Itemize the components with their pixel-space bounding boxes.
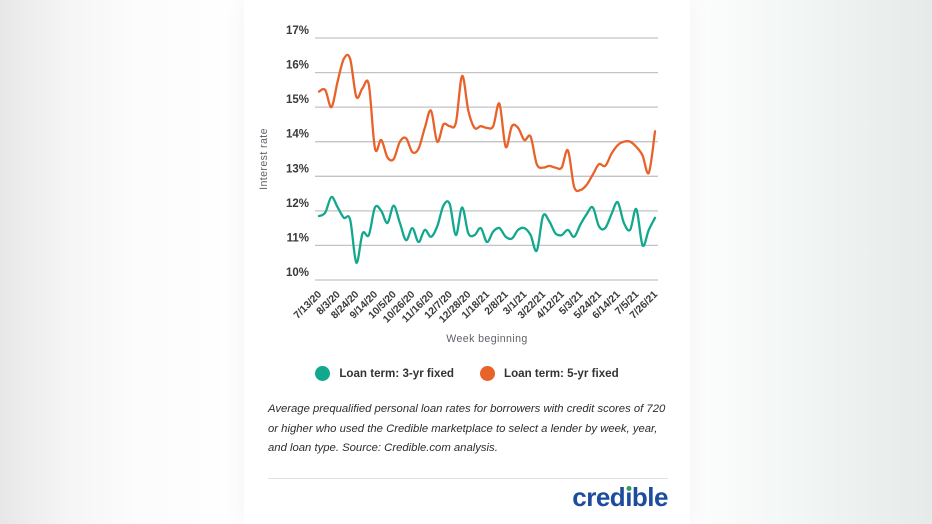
svg-text:16%: 16% [286,60,309,72]
svg-text:12%: 12% [286,198,309,210]
legend-dot-5yr-icon [480,365,495,381]
chart-footnote: Average prequalified personal loan rates… [268,403,666,455]
logo-text-before-i: cred [572,482,626,512]
footer-divider [268,478,668,479]
svg-text:10%: 10% [286,267,309,279]
logo-letter-i-green-dot: ı [625,482,632,512]
svg-text:13%: 13% [286,163,309,175]
svg-text:11%: 11% [287,232,309,244]
loan-rates-line-chart: 17%16%15%14%13%12%11%10%7/13/208/3/208/2… [258,25,660,345]
legend-item-5yr-fixed: Loan term: 5-yr fixed [480,365,619,381]
chart-card: 17% 16% 15% 14% 13% 12% 11% 10% 7/13/20 8/3/20 8/2… [244,0,690,524]
chart-legend: Loan term: 3-yr fixed Loan term: 5-yr fi… [244,362,690,384]
legend-label-3yr: Loan term: 3-yr fixed [339,366,454,380]
legend-item-3yr-fixed: Loan term: 3-yr fixed [315,365,454,381]
svg-text:Week beginning: Week beginning [446,333,527,345]
svg-text:15%: 15% [286,94,309,106]
credible-logo: credıble [572,484,668,510]
legend-dot-3yr-icon [315,365,331,381]
logo-text-after-i: ble [631,482,669,512]
svg-text:Interest rate: Interest rate [258,128,270,190]
svg-text:14%: 14% [286,129,309,141]
svg-text:17%: 17% [286,25,309,37]
legend-label-5yr: Loan term: 5-yr fixed [504,366,619,380]
